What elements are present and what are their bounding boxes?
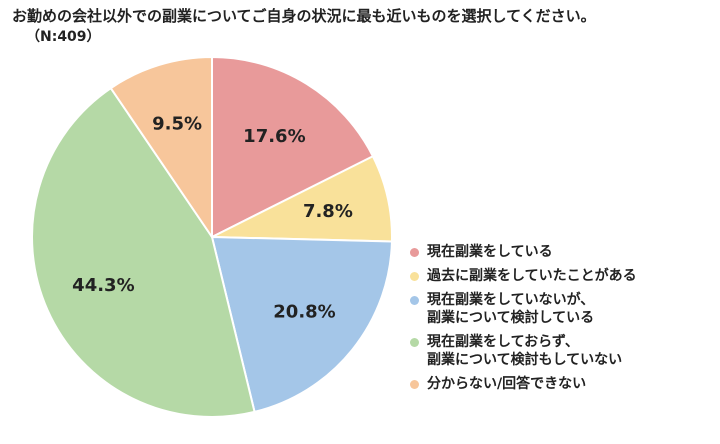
legend-label: 過去に副業をしていたことがある — [427, 268, 637, 284]
slice-value-label: 9.5% — [152, 114, 202, 135]
legend-marker — [410, 248, 419, 257]
legend-label: 現在副業をしている — [427, 244, 553, 260]
legend-label: 現在副業をしておらず、 副業について検討もしていない — [427, 334, 623, 368]
legend-label: 分からない/回答できない — [427, 376, 587, 392]
legend-item: 過去に副業をしていたことがある — [410, 267, 715, 285]
slice-value-label: 44.3% — [72, 275, 134, 296]
legend-marker — [410, 272, 419, 281]
slice-value-label: 17.6% — [243, 126, 305, 147]
legend-item: 分からない/回答できない — [410, 375, 715, 393]
legend: 現在副業をしている 過去に副業をしていたことがある 現在副業をしていないが、 副… — [410, 243, 715, 399]
slice-value-label: 7.8% — [303, 201, 353, 222]
slice-value-label: 20.8% — [273, 302, 335, 323]
legend-label: 現在副業をしていないが、 副業について検討している — [427, 292, 595, 326]
legend-marker — [410, 296, 419, 305]
legend-item: 現在副業をしておらず、 副業について検討もしていない — [410, 333, 715, 369]
pie-slice — [109, 55, 213, 241]
pie-slice — [31, 86, 256, 418]
legend-marker — [410, 338, 419, 347]
chart-title: お勤めの会社以外での副業についてご自身の状況に最も近いものを選択してください。 — [12, 7, 596, 25]
chart-subtitle: （N:409） — [26, 29, 101, 45]
legend-item: 現在副業をしている — [410, 243, 715, 261]
pie-slice — [210, 235, 393, 414]
pie-slice — [211, 55, 375, 239]
legend-item: 現在副業をしていないが、 副業について検討している — [410, 291, 715, 327]
legend-marker — [410, 380, 419, 389]
